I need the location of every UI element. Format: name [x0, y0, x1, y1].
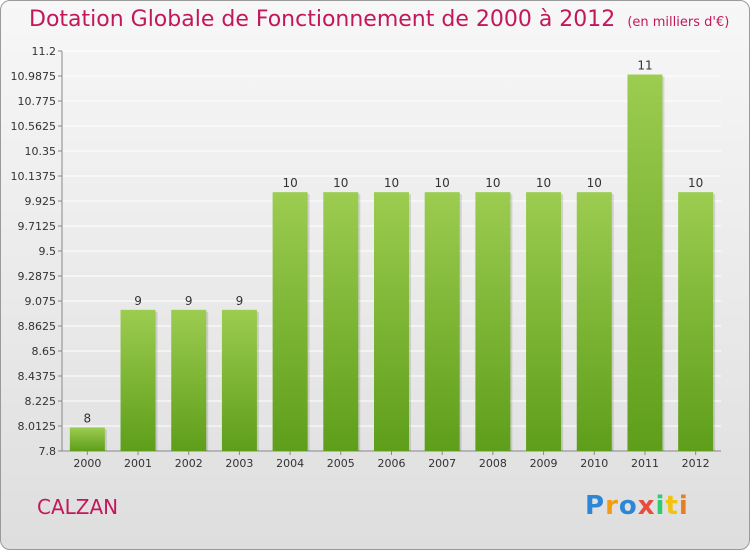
- x-tick-label: 2007: [428, 457, 456, 470]
- bar-value-label: 10: [282, 176, 297, 190]
- bar-value-label: 10: [688, 176, 703, 190]
- bar: [272, 192, 308, 452]
- chart-title-text: Dotation Globale de Fonctionnement de 20…: [29, 7, 616, 32]
- x-tick-label: 2012: [682, 457, 710, 470]
- x-tick-label: 2004: [276, 457, 304, 470]
- x-tick-label: 2001: [124, 457, 152, 470]
- bar: [576, 192, 612, 452]
- bar: [171, 309, 207, 451]
- x-tick-label: 2002: [175, 457, 203, 470]
- chart-subtitle: (en milliers d'€): [627, 15, 730, 30]
- y-tick-label: 10.1375: [11, 170, 57, 183]
- bar: [120, 309, 156, 451]
- bar: [323, 192, 359, 452]
- chart-title: Dotation Globale de Fonctionnement de 20…: [29, 7, 729, 32]
- bar-value-label: 9: [236, 294, 244, 308]
- bar-value-label: 10: [536, 176, 551, 190]
- y-tick-label: 9.5: [39, 245, 57, 258]
- bar-value-label: 10: [485, 176, 500, 190]
- bar-value-label: 9: [185, 294, 193, 308]
- bar-value-label: 11: [637, 59, 652, 73]
- x-tick-label: 2008: [479, 457, 507, 470]
- y-tick-label: 11.2: [32, 45, 57, 58]
- bar: [69, 427, 105, 451]
- y-tick-label: 8.8625: [18, 320, 57, 333]
- y-tick-label: 10.5625: [11, 120, 57, 133]
- x-tick-label: 2006: [378, 457, 406, 470]
- y-tick-label: 10.35: [25, 145, 57, 158]
- y-tick-label: 9.7125: [18, 220, 57, 233]
- bar-value-label: 10: [587, 176, 602, 190]
- bar-value-label: 9: [134, 294, 142, 308]
- commune-name: CALZAN: [37, 495, 119, 519]
- bar-value-label: 10: [435, 176, 450, 190]
- x-tick-label: 2000: [73, 457, 101, 470]
- bar-value-label: 10: [384, 176, 399, 190]
- y-tick-label: 8.65: [32, 345, 57, 358]
- proxiti-logo: Proxiti: [585, 491, 689, 521]
- y-tick-label: 9.925: [25, 195, 57, 208]
- y-tick-label: 10.775: [18, 95, 57, 108]
- bar: [221, 309, 257, 451]
- bar: [526, 192, 562, 452]
- bar: [627, 74, 663, 451]
- bar: [475, 192, 511, 452]
- y-tick-label: 7.8: [39, 445, 57, 458]
- x-tick-label: 2011: [631, 457, 659, 470]
- x-tick-label: 2003: [225, 457, 253, 470]
- x-tick-label: 2010: [580, 457, 608, 470]
- y-tick-label: 9.2875: [18, 270, 57, 283]
- bar-value-label: 10: [333, 176, 348, 190]
- bar: [374, 192, 409, 452]
- x-tick-label: 2009: [530, 457, 558, 470]
- y-tick-label: 8.4375: [18, 370, 57, 383]
- y-tick-label: 10.9875: [11, 70, 57, 83]
- y-tick-label: 9.075: [25, 295, 57, 308]
- bar-value-label: 8: [84, 411, 92, 425]
- y-tick-label: 8.0125: [18, 420, 57, 433]
- y-tick-label: 8.225: [25, 395, 57, 408]
- x-tick-label: 2005: [327, 457, 355, 470]
- bar: [424, 192, 460, 452]
- bar: [678, 192, 714, 452]
